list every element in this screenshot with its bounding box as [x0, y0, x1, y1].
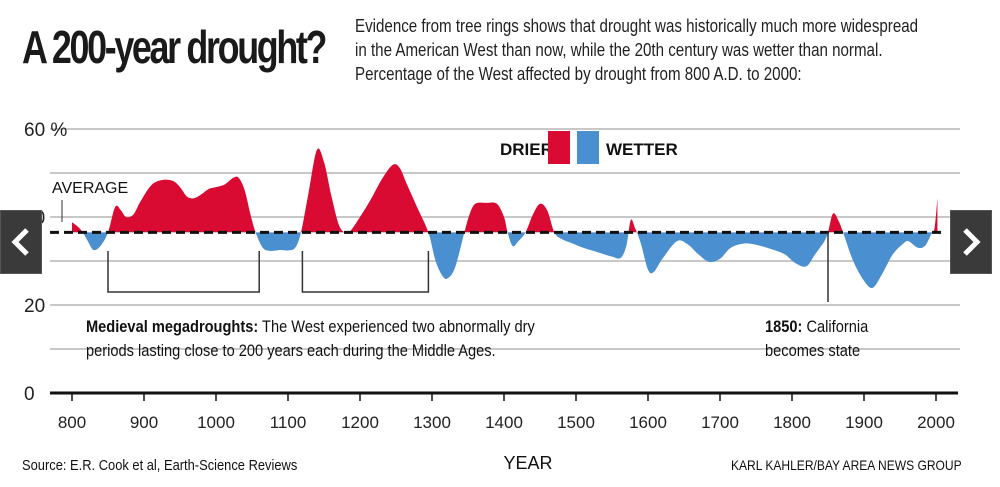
x-tick-label-1300: 1300 — [413, 413, 451, 432]
subtitle-line-3: Percentage of the West affected by droug… — [355, 64, 802, 84]
megadrought-bracket-2 — [301, 251, 430, 293]
megadrought-bracket-1 — [107, 251, 260, 293]
chart-title: A 200-year drought? — [22, 21, 327, 73]
subtitle-line-2: in the American West than now, while the… — [355, 40, 883, 60]
drier-area — [72, 148, 938, 233]
x-axis-ticks: 800 900 1000 1100 1200 1300 1400 1500 1600 1700 18… — [58, 393, 955, 432]
x-tick-label-800: 800 — [58, 413, 86, 432]
statehood-text-1: California — [802, 317, 869, 336]
x-tick-label-1900: 1900 — [845, 413, 883, 432]
subtitle-line-1: Evidence from tree rings shows that drou… — [355, 16, 919, 36]
megadrought-annotation: Medieval megadroughts: The West experien… — [86, 315, 535, 363]
y-tick-label-60: 60 % — [24, 120, 67, 141]
statehood-text-2: becomes state — [765, 341, 861, 360]
source-credit: Source: E.R. Cook et al, Earth-Science R… — [22, 457, 298, 474]
chart-subtitle: Evidence from tree rings shows that drou… — [355, 14, 918, 86]
x-tick-label-1000: 1000 — [197, 413, 235, 432]
x-tick-label-2000: 2000 — [917, 413, 955, 432]
wetter-area — [72, 232, 938, 289]
megadrought-text-1: The West experienced two abnormally dry — [258, 317, 535, 336]
legend-swatch-wetter — [577, 131, 599, 164]
x-tick-label-1500: 1500 — [557, 413, 595, 432]
previous-button[interactable] — [0, 210, 42, 274]
x-tick-label-1700: 1700 — [701, 413, 739, 432]
legend-label-wetter: WETTER — [606, 140, 678, 159]
legend: DRIER WETTER — [500, 131, 678, 164]
statehood-annotation: 1850: California becomes state — [765, 315, 868, 363]
x-tick-label-1800: 1800 — [773, 413, 811, 432]
x-tick-label-1600: 1600 — [629, 413, 667, 432]
next-button[interactable] — [950, 210, 992, 274]
x-axis-label: YEAR — [503, 453, 552, 473]
megadrought-brackets — [107, 251, 430, 293]
megadrought-text-2: periods lasting close to 200 years each … — [86, 341, 496, 360]
legend-label-drier: DRIER — [500, 140, 553, 159]
y-tick-label-0: 0 — [24, 384, 35, 405]
megadrought-title: Medieval megadroughts: — [86, 317, 259, 336]
author-credit: KARL KAHLER/BAY AREA NEWS GROUP — [731, 457, 962, 473]
x-tick-label-900: 900 — [130, 413, 158, 432]
average-label: AVERAGE — [52, 180, 128, 197]
x-tick-label-1200: 1200 — [341, 413, 379, 432]
chevron-right-icon — [963, 228, 981, 256]
x-tick-label-1400: 1400 — [485, 413, 523, 432]
chevron-left-icon — [11, 228, 29, 256]
y-tick-label-20: 20 — [24, 296, 45, 317]
legend-swatch-drier — [548, 131, 570, 164]
x-tick-label-1100: 1100 — [270, 413, 307, 432]
statehood-year: 1850: — [765, 317, 803, 336]
